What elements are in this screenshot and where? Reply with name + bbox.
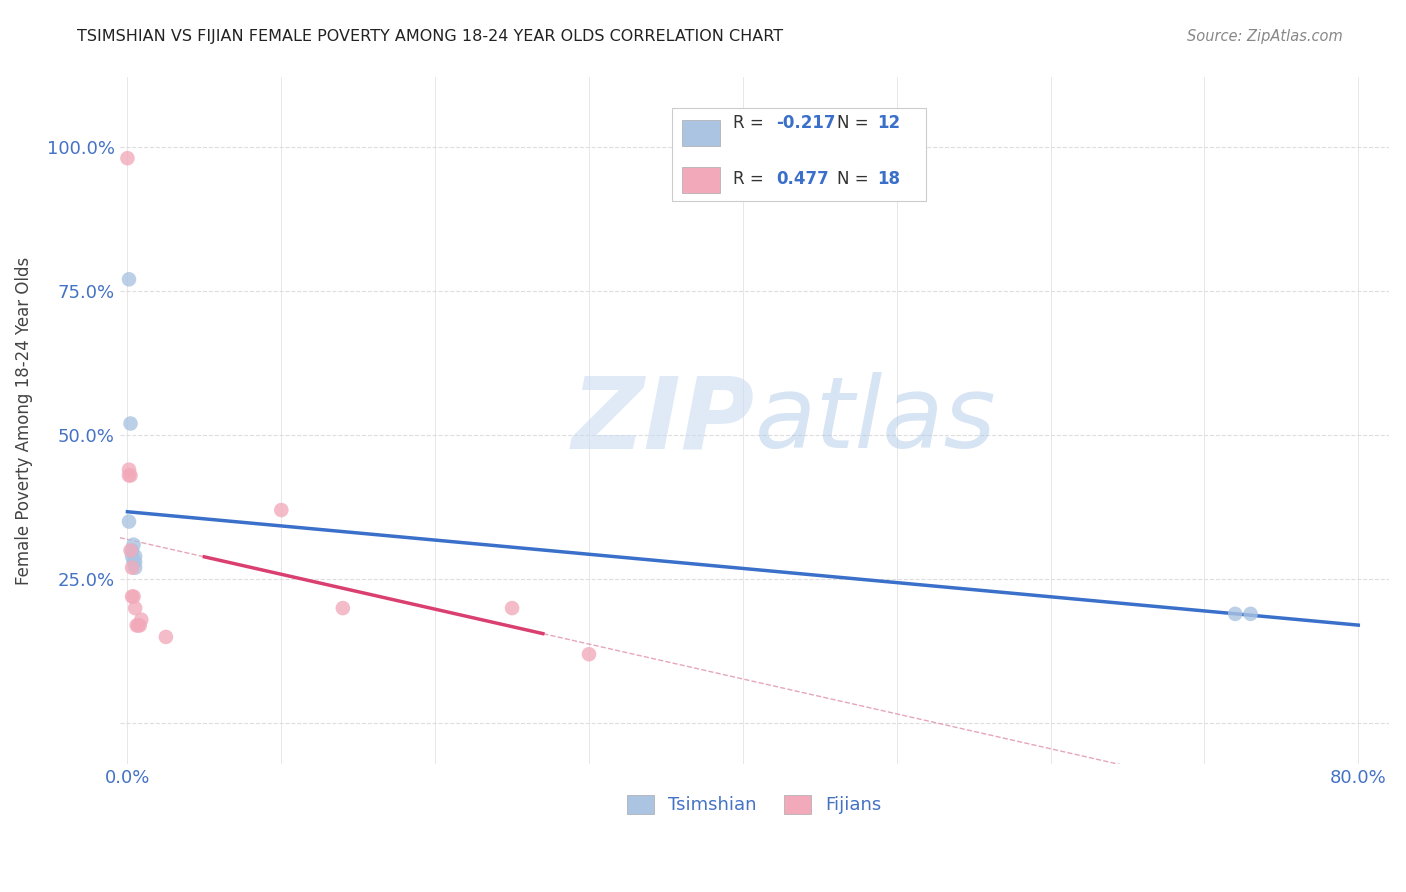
Text: R =: R = [733,170,769,188]
Point [120,543,142,558]
Text: Source: ZipAtlas.com: Source: ZipAtlas.com [1187,29,1343,44]
Point [121,560,143,574]
Point [120,468,142,483]
Point [501,601,523,615]
Point [118,463,141,477]
Point [122,555,145,569]
Point [118,468,141,483]
Point [124,560,146,574]
Point [118,272,141,286]
Point [127,618,149,632]
FancyBboxPatch shape [682,167,720,193]
Text: R =: R = [733,114,769,132]
Legend: Tsimshian, Fijians: Tsimshian, Fijians [617,786,891,823]
Point [1225,607,1247,621]
Point [118,515,141,529]
Point [578,647,600,661]
Point [121,543,143,558]
FancyBboxPatch shape [682,120,720,146]
Point [270,503,292,517]
Text: N =: N = [837,170,873,188]
Text: 0.477: 0.477 [776,170,828,188]
Text: ZIP: ZIP [571,372,755,469]
Point [124,549,146,564]
Point [121,590,143,604]
Point [122,538,145,552]
Text: 12: 12 [877,114,901,132]
Y-axis label: Female Poverty Among 18-24 Year Olds: Female Poverty Among 18-24 Year Olds [15,257,32,585]
Point [332,601,354,615]
Point [155,630,177,644]
Point [124,555,146,569]
Point [1239,607,1261,621]
Text: atlas: atlas [755,372,995,469]
Point [122,590,145,604]
Text: -0.217: -0.217 [776,114,835,132]
Point [128,618,150,632]
Point [124,601,146,615]
Point [125,618,148,632]
Point [121,549,143,564]
Text: 18: 18 [877,170,900,188]
Text: N =: N = [837,114,873,132]
FancyBboxPatch shape [672,108,925,201]
Point [117,151,139,165]
Point [120,417,142,431]
Point [129,613,152,627]
Text: TSIMSHIAN VS FIJIAN FEMALE POVERTY AMONG 18-24 YEAR OLDS CORRELATION CHART: TSIMSHIAN VS FIJIAN FEMALE POVERTY AMONG… [77,29,783,44]
